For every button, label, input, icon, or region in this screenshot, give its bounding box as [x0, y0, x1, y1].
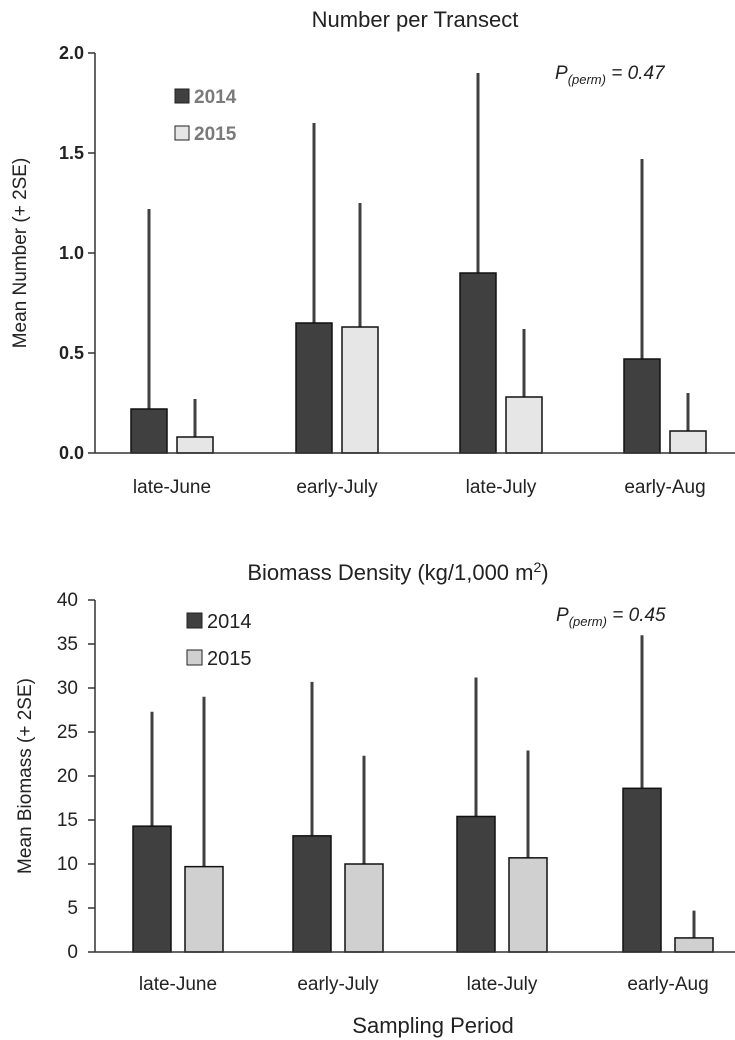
p-letter: P — [556, 605, 569, 626]
error-bars — [147, 73, 690, 437]
bar-2014-early-July — [292, 835, 332, 953]
bar-2015-late-July — [505, 396, 543, 454]
bar-2014-early-Aug — [622, 787, 662, 953]
y-tick-label: 25 — [57, 722, 78, 743]
bar-2015-early-Aug — [669, 430, 707, 454]
y-tick-label: 0.5 — [59, 343, 84, 363]
p-value: = 0.45 — [607, 605, 666, 626]
p-letter: P — [555, 63, 568, 84]
legend-label-2014: 2014 — [194, 87, 237, 108]
x-tick-label: early-Aug — [624, 477, 705, 498]
y-tick-label: 15 — [57, 810, 78, 831]
legend: 2014 2015 — [186, 611, 252, 670]
y-tick-label: 35 — [57, 634, 78, 655]
legend-label-2015: 2015 — [207, 648, 252, 670]
bar-2014-early-July — [295, 322, 333, 454]
bars — [130, 272, 707, 454]
x-tick-label: late-July — [466, 477, 537, 498]
bar-2014-early-Aug — [623, 358, 661, 454]
y-tick-label: 30 — [57, 678, 78, 699]
legend-swatch-2015 — [174, 125, 190, 141]
title-end: ) — [541, 560, 548, 585]
y-tick-label: 5 — [67, 898, 78, 919]
y-tick-label: 20 — [57, 766, 78, 787]
title-main: Biomass Density (kg/1,000 m — [247, 560, 533, 585]
x-axis-categories: late-June early-July late-July early-Aug — [133, 477, 706, 498]
bar-2015-early-Aug — [674, 937, 714, 953]
bar-2014-late-June — [132, 825, 172, 953]
p-value-annotation: P(perm) = 0.47 — [555, 63, 666, 87]
y-axis-ticks: 0 5 10 15 20 25 30 35 40 — [57, 590, 95, 963]
title-superscript: 2 — [533, 559, 541, 575]
bar-2014-late-July — [459, 272, 497, 454]
bar-2015-late-July — [508, 857, 548, 953]
x-tick-label: late-June — [139, 974, 217, 995]
chart-biomass-density: Biomass Density (kg/1,000 m2) Mean Bioma… — [15, 559, 735, 1038]
legend: 2014 2015 — [174, 87, 237, 145]
x-tick-label: early-Aug — [627, 974, 708, 995]
y-axis-ticks: 0.0 0.5 1.0 1.5 2.0 — [59, 43, 95, 463]
chart-title: Number per Transect — [312, 7, 519, 32]
p-value: = 0.47 — [606, 63, 666, 84]
y-tick-label: 2.0 — [59, 43, 84, 63]
legend-swatch-2014 — [174, 88, 190, 104]
p-subscript: (perm) — [569, 614, 607, 629]
p-value-annotation: P(perm) = 0.45 — [556, 605, 666, 629]
bar-2014-late-June — [130, 408, 168, 454]
legend-label-2015: 2015 — [194, 124, 237, 145]
y-tick-label: 1.5 — [59, 143, 84, 163]
error-bars — [150, 635, 696, 938]
y-tick-label: 40 — [57, 590, 78, 611]
legend-label-2014: 2014 — [207, 611, 252, 633]
y-tick-label: 1.0 — [59, 243, 84, 263]
x-tick-label: late-June — [133, 477, 211, 498]
bar-2015-late-June — [176, 436, 214, 454]
p-subscript: (perm) — [568, 72, 606, 87]
x-tick-label: early-July — [296, 477, 378, 498]
bars — [132, 787, 714, 953]
legend-swatch-2015 — [186, 649, 203, 666]
y-tick-label: 0 — [67, 942, 78, 963]
chart-title: Biomass Density (kg/1,000 m2) — [247, 559, 548, 585]
bar-2015-early-July — [341, 326, 379, 454]
legend-swatch-2014 — [186, 612, 203, 629]
x-tick-label: early-July — [297, 974, 379, 995]
y-tick-label: 0.0 — [59, 443, 84, 463]
bar-2014-late-July — [456, 815, 496, 953]
chart-number-per-transect: Number per Transect Mean Number (+ 2SE) … — [10, 7, 735, 498]
y-axis-label: Mean Number (+ 2SE) — [10, 158, 31, 349]
y-axis-label: Mean Biomass (+ 2SE) — [15, 678, 36, 874]
bar-2015-early-July — [344, 863, 384, 953]
bar-2015-late-June — [184, 865, 224, 953]
x-tick-label: late-July — [467, 974, 538, 995]
y-tick-label: 10 — [57, 854, 78, 875]
x-axis-categories: late-June early-July late-July early-Aug — [139, 974, 709, 995]
x-axis-label: Sampling Period — [352, 1013, 513, 1038]
